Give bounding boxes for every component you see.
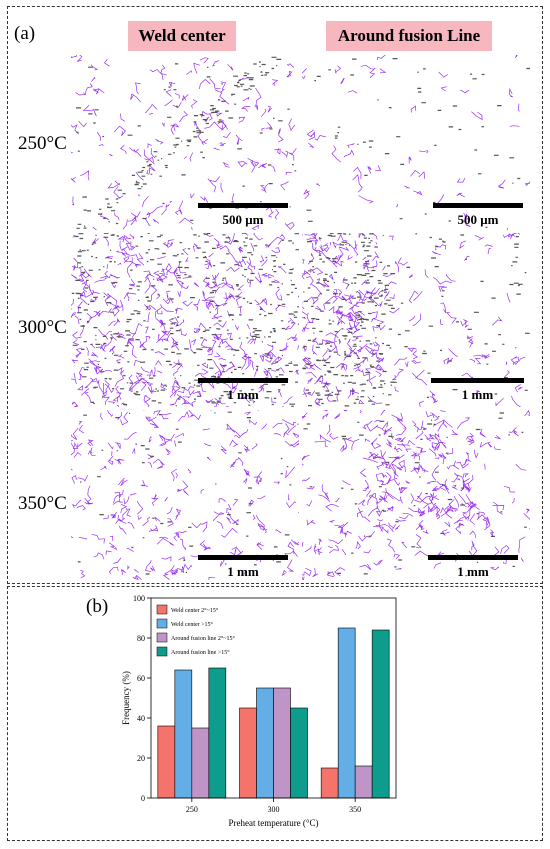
- y-tick-label: 40: [137, 714, 145, 723]
- scale-bar-label: 500 μm: [457, 212, 499, 227]
- x-tick-label: 300: [268, 805, 280, 814]
- y-tick-label: 80: [137, 634, 145, 643]
- legend-label-1: Weld center >15°: [171, 621, 214, 628]
- micrograph-weld-center-250: [71, 55, 299, 230]
- scale-bar-weld-center-350: 1 mm: [198, 555, 288, 580]
- legend-label-3: Around fusion line >15°: [171, 649, 230, 656]
- scale-bar-line: [433, 203, 523, 208]
- y-tick-label: 100: [133, 594, 145, 603]
- bar-3-0: [208, 667, 227, 799]
- bar-2-1: [273, 687, 291, 799]
- y-axis-label: Frequency (%): [121, 671, 131, 725]
- bar-1-2: [337, 627, 356, 799]
- scale-bar-weld-center-300: 1 mm: [198, 378, 288, 403]
- legend-swatch-2: [156, 632, 168, 643]
- bar-3-2: [371, 629, 390, 799]
- x-tick-label: 350: [349, 805, 361, 814]
- micrograph-weld-center-350: [71, 410, 299, 580]
- bar-0-1: [239, 707, 257, 799]
- header-weld-center: Weld center: [128, 21, 236, 51]
- y-tick-label: 60: [137, 674, 145, 683]
- scale-bar-label: 500 μm: [222, 212, 264, 227]
- frequency-bar-chart: 0 20 40 60 80 100 250 300 350 Preheat temperature…: [121, 594, 397, 828]
- panel-b-label: (b): [86, 596, 109, 617]
- scale-bar-label: 1 mm: [227, 387, 259, 402]
- row-label-250: 250°C: [18, 133, 67, 154]
- scale-bar-line: [431, 378, 524, 383]
- scale-bar-line: [198, 378, 288, 383]
- legend-swatch-0: [156, 604, 168, 615]
- bar-0-0: [157, 725, 176, 799]
- bar-2-2: [354, 765, 373, 799]
- bar-3-1: [290, 707, 308, 799]
- row-label-350: 350°C: [18, 493, 67, 514]
- legend-swatch-1: [156, 618, 168, 629]
- y-tick-label: 0: [141, 794, 145, 803]
- scale-bar-fusion-line-350: 1 mm: [428, 555, 518, 580]
- bar-2-0: [191, 727, 210, 799]
- micrograph-fusion-line-350: [302, 410, 530, 580]
- y-tick-label: 20: [137, 754, 145, 763]
- row-label-300: 300°C: [18, 317, 67, 338]
- scale-bar-line: [428, 555, 518, 560]
- bar-1-0: [174, 669, 193, 799]
- scale-bar-label: 1 mm: [457, 564, 489, 579]
- x-tick-label: 250: [186, 805, 198, 814]
- scale-bar-label: 1 mm: [227, 564, 259, 579]
- bar-0-2: [320, 767, 339, 799]
- panel-a: (a) Weld center Around fusion Line 250°C…: [7, 6, 543, 584]
- x-axis-label: Preheat temperature (°C): [228, 818, 318, 828]
- legend-swatch-3: [156, 646, 168, 657]
- micrograph-fusion-line-250: [302, 55, 530, 230]
- scale-bar-weld-center-250: 500 μm: [198, 203, 288, 228]
- legend-label-2: Around fusion line 2°~15°: [171, 635, 235, 642]
- scale-bar-fusion-line-250: 500 μm: [433, 203, 523, 228]
- bar-1-1: [256, 687, 274, 799]
- scale-bar-fusion-line-300: 1 mm: [431, 378, 524, 403]
- scale-bar-line: [198, 203, 288, 208]
- scale-bar-label: 1 mm: [461, 387, 494, 402]
- scale-bar-line: [198, 555, 288, 560]
- panel-a-label: (a): [14, 23, 36, 44]
- header-fusion-line: Around fusion Line: [326, 21, 492, 51]
- panel-b: (b) 0 20 40 60 80 100 250 300 350 Preheat tempera…: [7, 586, 543, 841]
- legend-label-0: Weld center 2°~15°: [171, 607, 219, 614]
